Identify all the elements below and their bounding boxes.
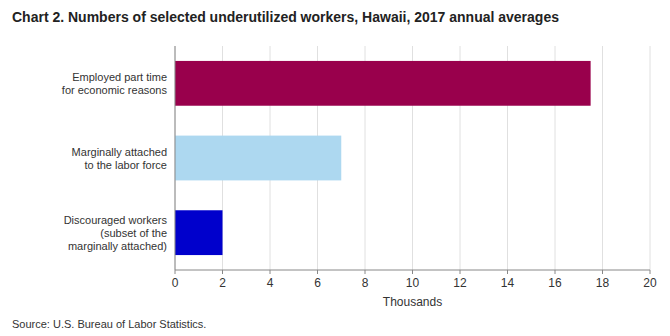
tick-mark <box>317 270 318 274</box>
tick-label: 4 <box>267 276 274 290</box>
tick-label: 14 <box>501 276 515 290</box>
bars <box>175 61 591 255</box>
x-ticks: 0 2 4 6 8 10 12 14 16 18 20 <box>172 270 657 290</box>
x-axis-label: Thousands <box>383 295 442 309</box>
x-axis-line <box>175 270 650 271</box>
tick-mark <box>175 270 176 274</box>
tick-mark <box>602 270 603 274</box>
tick-label: 8 <box>362 276 369 290</box>
y-axis-line <box>175 46 176 270</box>
category-label: Discouraged workers(subset of themargina… <box>64 214 168 252</box>
grid <box>175 46 650 270</box>
bar <box>175 136 341 181</box>
tick-mark <box>365 270 366 274</box>
chart-svg: Chart 2. Numbers of selected underutiliz… <box>0 0 670 336</box>
grid-line <box>602 46 603 270</box>
tick-label: 6 <box>314 276 321 290</box>
category-label: Marginally attachedto the labor force <box>72 146 167 171</box>
tick-mark <box>270 270 271 274</box>
tick-mark <box>555 270 556 274</box>
title: Chart 2. Numbers of selected underutiliz… <box>12 9 559 25</box>
tick-label: 2 <box>219 276 226 290</box>
source-note: Source: U.S. Bureau of Labor Statistics. <box>12 318 206 330</box>
tick-label: 10 <box>406 276 420 290</box>
tick-mark <box>650 270 651 274</box>
tick-label: 0 <box>172 276 179 290</box>
tick-mark <box>222 270 223 274</box>
tick-label: 20 <box>643 276 657 290</box>
grid-line <box>175 46 176 270</box>
category-label: Employed part timefor economic reasons <box>62 71 168 96</box>
bar <box>175 210 223 255</box>
tick-label: 12 <box>453 276 467 290</box>
chart-container: Chart 2. Numbers of selected underutiliz… <box>0 0 670 336</box>
tick-mark <box>460 270 461 274</box>
tick-mark <box>412 270 413 274</box>
bar <box>175 61 591 106</box>
y-labels: Discouraged workers(subset of themargina… <box>62 71 168 252</box>
tick-label: 16 <box>548 276 562 290</box>
grid-line <box>650 46 651 270</box>
tick-label: 18 <box>596 276 610 290</box>
tick-mark <box>507 270 508 274</box>
